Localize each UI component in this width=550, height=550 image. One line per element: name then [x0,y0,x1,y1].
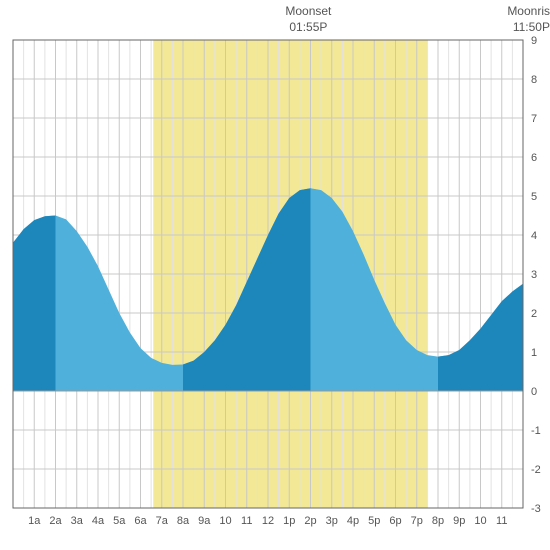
x-tick-label: 9a [198,515,211,527]
moon-event-title: Moonset [285,4,331,20]
x-tick-label: 8a [177,515,190,527]
y-tick-label: -1 [531,425,541,437]
y-tick-label: 9 [531,35,537,47]
x-tick-label: 5a [113,515,126,527]
x-tick-label: 4a [92,515,105,527]
moon-event-label: Moonset01:55P [285,4,331,35]
y-tick-label: -3 [531,503,541,515]
moon-event-title: Moonris [507,4,550,20]
chart-svg: 1a2a3a4a5a6a7a8a9a1011121p2p3p4p5p6p7p8p… [0,0,550,550]
tide-chart: 1a2a3a4a5a6a7a8a9a1011121p2p3p4p5p6p7p8p… [0,0,550,550]
x-tick-label: 10 [474,515,486,527]
x-tick-label: 5p [368,515,380,527]
x-tick-label: 11 [241,515,252,527]
x-tick-label: 3p [326,515,338,527]
moon-event-label: Moonris11:50P [507,4,550,35]
x-tick-label: 7p [411,515,423,527]
x-tick-label: 12 [262,515,274,527]
y-tick-label: 0 [531,386,537,398]
x-tick-label: 4p [347,515,359,527]
y-tick-label: 6 [531,152,537,164]
x-tick-label: 6p [389,515,401,527]
x-tick-label: 9p [453,515,465,527]
x-tick-label: 10 [219,515,231,527]
y-tick-label: 7 [531,113,537,125]
moon-event-time: 11:50P [507,20,550,36]
x-tick-label: 3a [71,515,84,527]
x-tick-label: 2a [49,515,62,527]
y-tick-label: 3 [531,269,537,281]
y-tick-label: 5 [531,191,537,203]
y-tick-label: 8 [531,74,537,86]
y-tick-label: -2 [531,464,541,476]
x-tick-label: 1a [28,515,41,527]
x-tick-label: 1p [283,515,295,527]
y-tick-label: 1 [531,347,537,359]
x-tick-label: 8p [432,515,444,527]
x-tick-label: 6a [134,515,147,527]
moon-event-time: 01:55P [285,20,331,36]
y-tick-label: 2 [531,308,537,320]
x-tick-label: 7a [156,515,169,527]
x-tick-label: 2p [304,515,316,527]
y-tick-label: 4 [531,230,537,242]
x-tick-label: 11 [496,515,507,527]
